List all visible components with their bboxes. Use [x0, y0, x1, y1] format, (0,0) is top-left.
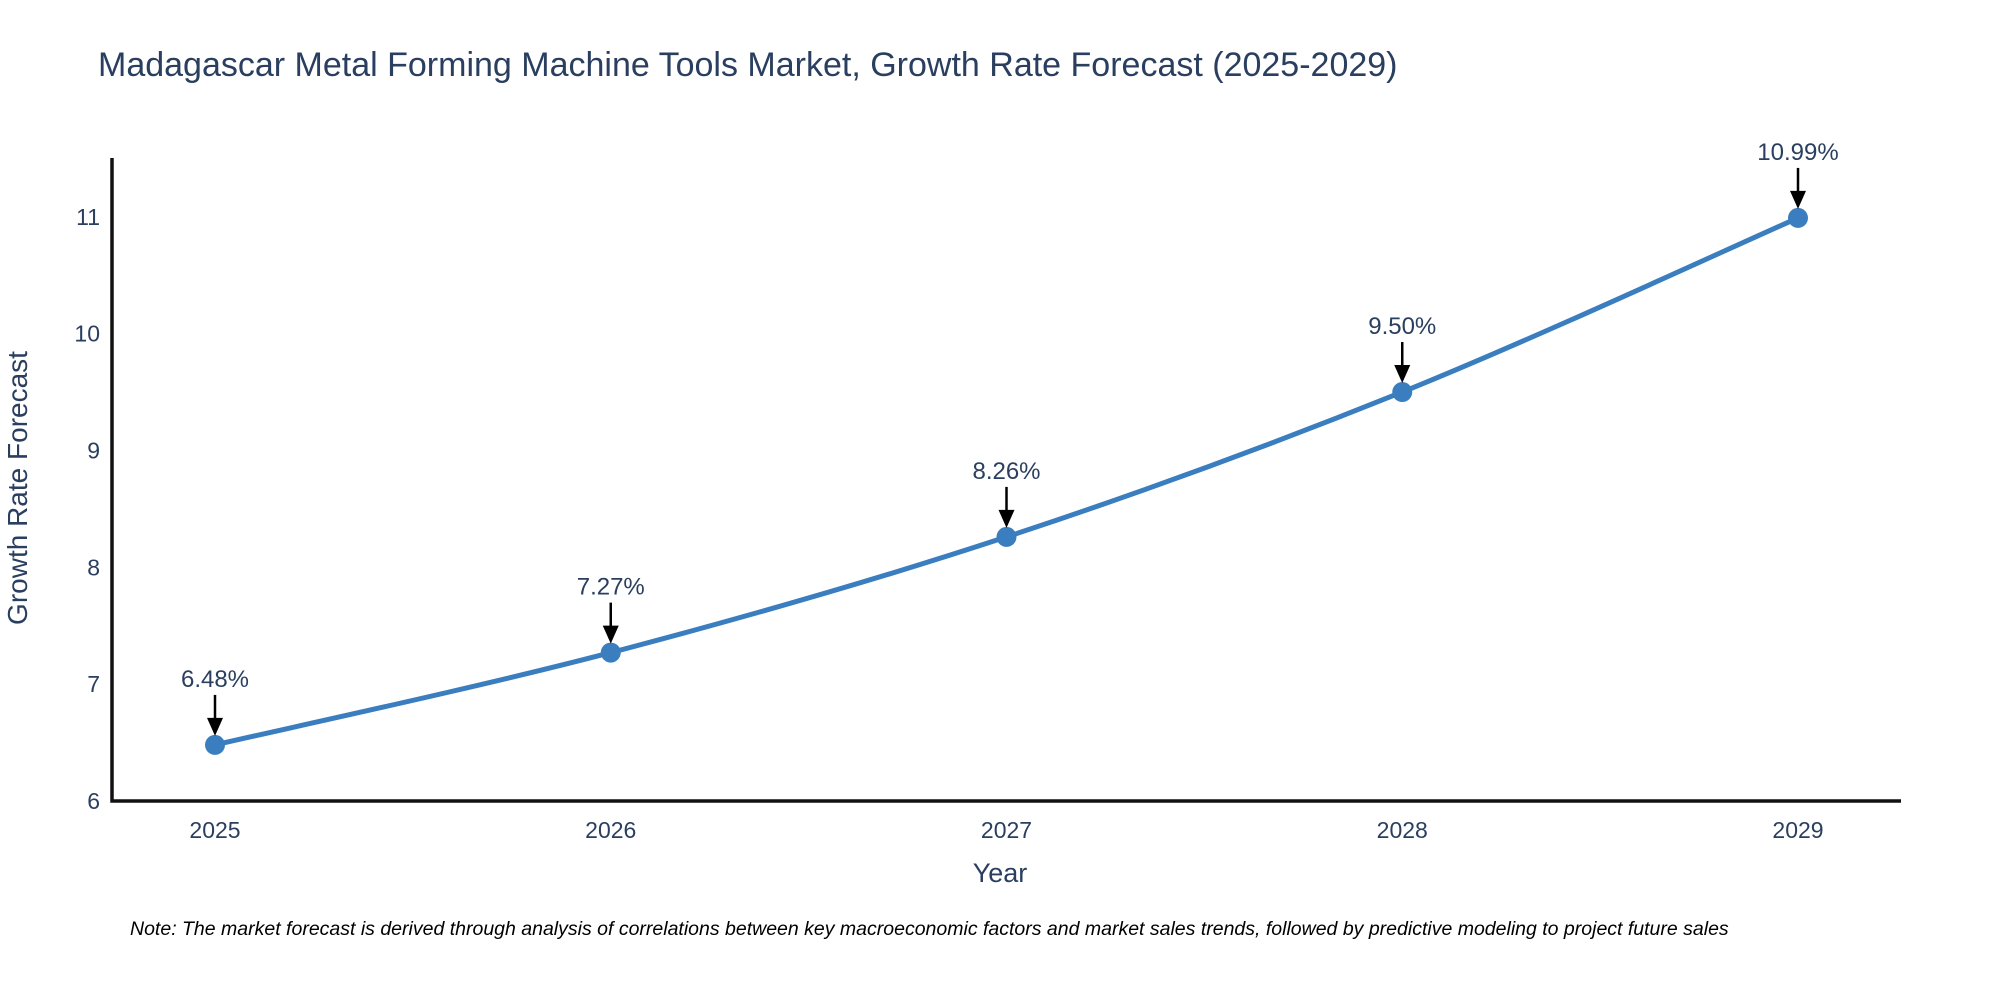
axes-layer: 6 7 8 9 10 11 2025 2026 2027 2028 2029 [74, 158, 1901, 843]
annotation-arrowhead [207, 717, 223, 736]
x-tick-label: 2026 [585, 817, 636, 843]
annotation-arrowhead [1790, 190, 1806, 209]
data-point [996, 526, 1017, 547]
x-tick-label: 2029 [1772, 817, 1823, 843]
annotation-arrowhead [602, 625, 619, 644]
data-point-label: 10.99% [1757, 139, 1838, 166]
data-point-label: 7.27% [577, 574, 645, 601]
x-tick-label: 2025 [189, 817, 240, 843]
y-tick-label: 9 [87, 437, 100, 463]
x-axis-title: Year [972, 858, 1028, 888]
forecast-line-series [205, 207, 1808, 755]
y-tick-label: 10 [74, 321, 100, 347]
annotation-layer: 6.48% 7.27% 8.26% 9.50% 10.99% [181, 139, 1839, 736]
y-tick-label: 7 [87, 671, 100, 697]
y-tick-label: 8 [87, 554, 100, 580]
chart-title: Madagascar Metal Forming Machine Tools M… [98, 46, 1398, 84]
data-point-label: 6.48% [181, 666, 249, 693]
data-point [1788, 207, 1808, 228]
annotation-arrowhead [1394, 365, 1411, 384]
data-point [600, 642, 621, 663]
footnote: Note: The market forecast is derived thr… [130, 918, 1729, 940]
y-tick-label: 11 [76, 204, 100, 230]
axis-lines [110, 158, 1901, 803]
data-point [205, 734, 225, 755]
y-axis-title: Growth Rate Forecast [2, 351, 33, 625]
y-tick-label: 6 [87, 788, 100, 814]
data-point [1392, 382, 1413, 403]
data-point-label: 9.50% [1368, 313, 1436, 340]
annotation-arrowhead [998, 509, 1015, 528]
data-point-label: 8.26% [972, 458, 1040, 485]
x-tick-label: 2027 [981, 817, 1032, 843]
x-tick-label: 2028 [1377, 817, 1428, 843]
